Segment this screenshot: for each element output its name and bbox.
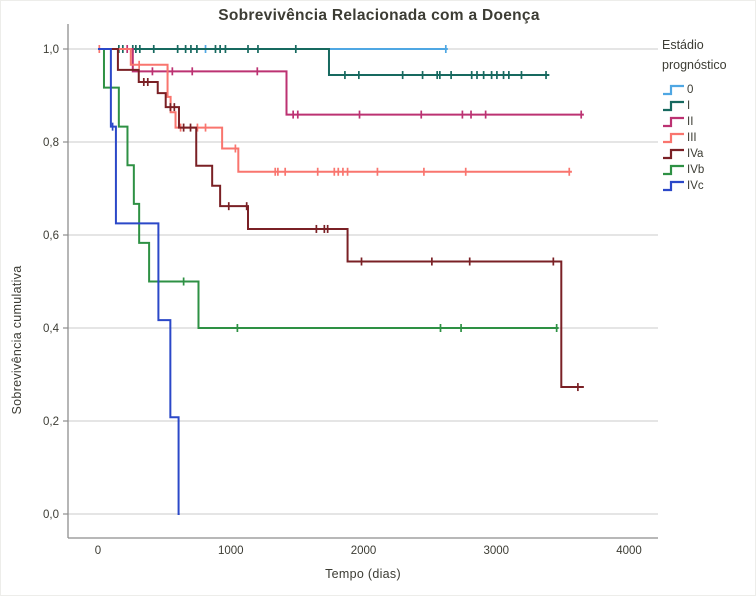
legend-item-IVc: IVc [662,178,755,194]
legend-item-list: 0 I II III IVa IVb IVc [662,82,755,194]
legend-item-label: IVb [687,164,705,176]
chart-title: Sobrevivência Relacionada com a Doença [218,7,540,24]
y-tick-label: 0,2 [43,416,59,428]
legend-item-label: 0 [687,84,694,96]
legend-item-IVb: IVb [662,162,755,178]
legend-item-label: IVa [687,148,704,160]
legend-swatch-icon [663,148,684,160]
y-tick-label: 0,0 [43,509,59,521]
y-tick-label: 1,0 [43,44,59,56]
legend-item-label: IVc [687,180,704,192]
curve-III [98,48,572,173]
legend-swatch-icon [663,100,684,112]
y-tick-label: 0,6 [43,230,59,242]
y-tick-label: 0,4 [43,323,60,335]
x-tick-label: 3000 [483,545,509,557]
y-tick-label: 0,8 [43,137,59,149]
legend-item-label: II [687,116,694,128]
legend: Estádio prognóstico 0 I II III IVa IVb IVc [662,35,755,194]
legend-swatch-icon [663,84,684,96]
legend-item-I: I [662,98,755,114]
legend-item-II: II [662,114,755,130]
legend-swatch-icon [663,116,684,128]
legend-swatch-icon [663,180,684,192]
curve-IVa [98,48,584,389]
legend-swatch-icon [663,164,684,176]
legend-item-III: III [662,130,755,146]
legend-swatch-icon [663,132,684,144]
x-tick-label: 1000 [218,545,244,557]
x-tick-label: 0 [95,545,101,557]
legend-item-label: I [687,100,691,112]
legend-item-IVa: IVa [662,146,755,162]
x-tick-label: 4000 [616,545,642,557]
curve-IVc [98,48,180,515]
legend-title-line1: Estádio [662,38,704,52]
legend-title-line2: prognóstico [662,58,727,72]
x-tick-label: 2000 [351,545,377,557]
legend-item-0: 0 [662,82,755,98]
x-axis-title: Tempo (dias) [325,567,401,581]
legend-item-label: III [687,132,697,144]
